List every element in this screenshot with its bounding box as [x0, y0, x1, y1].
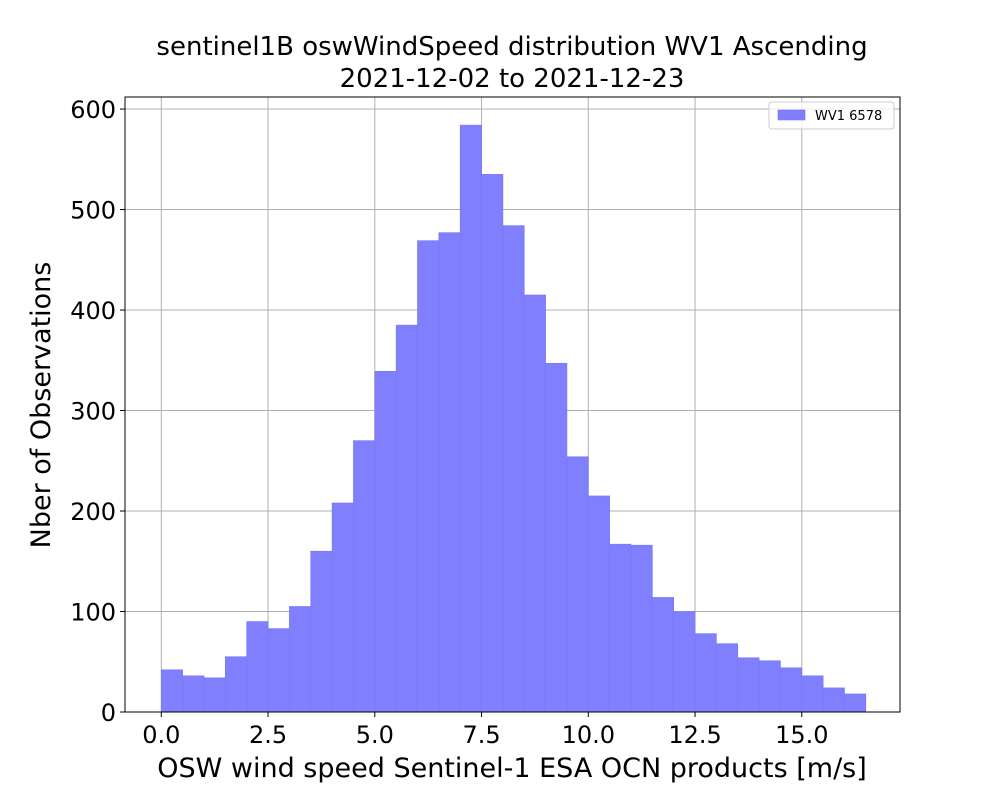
histogram-bar-0 [160, 669, 183, 713]
histogram-bar-27 [737, 657, 760, 713]
histogram-bar-28 [758, 660, 781, 713]
histogram-bar-7 [310, 550, 333, 713]
x-tick-label-6: 15.0 [775, 721, 828, 749]
plot-frame [124, 96, 901, 713]
legend-box [768, 101, 895, 130]
x-tick-label-4: 10.0 [562, 721, 615, 749]
y-tick-label-3: 300 [70, 398, 116, 426]
histogram-bar-13 [438, 232, 461, 713]
y-tick-label-2: 200 [70, 498, 116, 526]
y-tick-label-0: 0 [101, 699, 116, 727]
histogram-bar-18 [545, 362, 568, 713]
histogram-bar-4 [246, 621, 269, 713]
x-tick-label-1: 2.5 [249, 721, 287, 749]
x-tick-label-5: 12.5 [668, 721, 721, 749]
histogram-bar-23 [652, 597, 674, 713]
x-axis-label: OSW wind speed Sentinel-1 ESA OCN produc… [157, 753, 867, 784]
y-tick-label-6: 600 [70, 96, 116, 124]
chart-title-line-2: 2021-12-02 to 2021-12-23 [340, 64, 685, 94]
y-tick-label-1: 100 [70, 599, 116, 627]
histogram-bar-16 [502, 225, 525, 713]
histogram-bar-21 [609, 543, 632, 713]
x-tick-label-2: 5.0 [356, 721, 394, 749]
y-axis-label: Nber of Observations [26, 262, 57, 549]
axis-ticks: 0.0 2.5 5.0 7.5 10.0 12.5 15.0 0 100 200 300 400 500… [70, 96, 828, 749]
x-tick-label-0: 0.0 [142, 721, 180, 749]
histogram-bar-5 [267, 628, 290, 713]
histogram-bar-31 [822, 687, 845, 713]
histogram-bar-3 [225, 656, 247, 713]
histogram-bar-2 [203, 677, 226, 713]
chart-title-line-1: sentinel1B oswWindSpeed distribution WV1… [156, 32, 867, 62]
bars [160, 124, 867, 713]
histogram-bar-24 [673, 611, 696, 713]
histogram-bar-30 [801, 675, 824, 713]
histogram-bar-12 [417, 240, 440, 713]
histogram-bar-17 [523, 294, 546, 713]
histogram-bar-1 [182, 675, 205, 713]
histogram-bar-11 [395, 324, 418, 713]
histogram-bar-22 [630, 544, 653, 713]
histogram-bar-9 [353, 440, 376, 713]
histogram-bar-29 [780, 667, 803, 713]
y-tick-label-4: 400 [70, 297, 116, 325]
x-tick-label-3: 7.5 [462, 721, 500, 749]
histogram-bar-15 [481, 174, 504, 713]
histogram-bar-26 [716, 643, 739, 713]
legend-label: WV1 6578 [815, 109, 882, 124]
legend: WV1 6578 [768, 101, 895, 130]
histogram-bar-19 [566, 456, 589, 713]
histogram-bar-32 [844, 693, 867, 713]
y-tick-label-5: 500 [70, 197, 116, 225]
histogram-bar-25 [694, 633, 717, 713]
histogram-bar-8 [331, 502, 354, 713]
histogram-bar-6 [289, 606, 312, 713]
legend-swatch [777, 109, 806, 121]
histogram-bar-10 [374, 371, 397, 713]
histogram-bar-20 [587, 495, 610, 713]
histogram-bar-14 [459, 124, 482, 713]
